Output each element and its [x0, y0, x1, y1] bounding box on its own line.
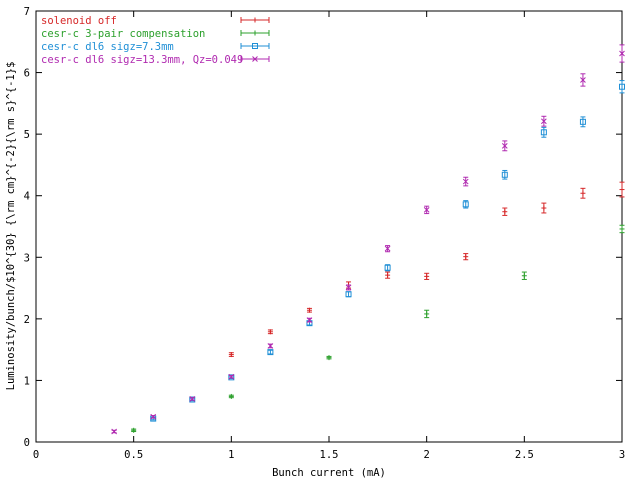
- data-point: [306, 307, 312, 313]
- data-point: [228, 373, 235, 380]
- x-axis-label: Bunch current (mA): [272, 467, 386, 479]
- y-tick-label: 1: [24, 375, 30, 387]
- legend-key: [240, 56, 270, 62]
- y-axis-label: Luminosity/bunch/$10^{30} {\rm cm}^{-2}{…: [5, 62, 17, 391]
- data-point: [521, 271, 527, 280]
- data-point: [385, 271, 391, 279]
- data-point: [541, 202, 547, 214]
- x-tick-label: 3: [619, 449, 625, 461]
- data-point: [424, 309, 430, 319]
- x-tick-labels: 0 0.5 1 1.5 2 2.5 3: [33, 449, 625, 461]
- data-point: [150, 413, 157, 420]
- data-point: [541, 115, 547, 127]
- data-point: [306, 317, 313, 323]
- data-point: [326, 355, 332, 361]
- x-tick-label: 2: [424, 449, 430, 461]
- series-1: [228, 181, 625, 358]
- legend-label: cesr-c dl6 sigz=13.3mm, Qz=0.049: [41, 54, 243, 66]
- data-point: [424, 272, 430, 280]
- axis-ticks: [35, 10, 623, 443]
- data-point: [267, 343, 274, 349]
- x-tick-label: 0.5: [124, 449, 143, 461]
- data-point: [501, 140, 508, 152]
- data-point: [131, 427, 137, 433]
- legend-key: [240, 30, 270, 36]
- data-point: [540, 126, 547, 138]
- data-point: [267, 349, 274, 356]
- data-point: [619, 44, 625, 63]
- series-2: [131, 224, 625, 433]
- legend-label: cesr-c dl6 sigz=7.3mm: [41, 41, 174, 53]
- data-point: [502, 207, 508, 216]
- data-point: [267, 329, 273, 335]
- data-point: [579, 116, 586, 128]
- data-point: [619, 181, 625, 198]
- x-tick-label: 1: [228, 449, 234, 461]
- plot-frame: [35, 10, 623, 443]
- data-series: [111, 44, 625, 435]
- y-tick-label: 7: [24, 6, 30, 18]
- data-point: [619, 224, 625, 234]
- x-tick-label: 1.5: [320, 449, 339, 461]
- y-tick-label: 0: [24, 437, 30, 449]
- data-point: [501, 169, 508, 180]
- data-point: [580, 73, 586, 87]
- data-point: [462, 200, 469, 209]
- legend-key: [240, 43, 270, 49]
- y-tick-label: 5: [24, 129, 30, 141]
- legend-key: [240, 17, 270, 23]
- data-point: [345, 284, 352, 291]
- y-tick-labels: 0 1 2 3 4 5 6 7: [24, 6, 30, 449]
- data-point: [228, 393, 234, 399]
- data-point: [384, 245, 391, 253]
- legend-label: cesr-c 3-pair compensation: [41, 28, 205, 40]
- data-point: [619, 80, 625, 94]
- data-point: [463, 253, 469, 261]
- data-point: [345, 291, 352, 298]
- data-point: [228, 352, 234, 358]
- x-tick-label: 0: [33, 449, 39, 461]
- data-point: [189, 396, 196, 402]
- y-tick-label: 4: [24, 191, 30, 203]
- y-tick-label: 6: [24, 68, 30, 80]
- series-4: [111, 44, 625, 435]
- y-tick-label: 3: [24, 252, 30, 264]
- data-point: [384, 264, 391, 272]
- data-point: [580, 187, 586, 199]
- y-tick-label: 2: [24, 314, 30, 326]
- data-point: [111, 428, 117, 435]
- legend-label: solenoid off: [41, 15, 117, 27]
- data-point: [423, 205, 430, 215]
- x-tick-label: 2.5: [515, 449, 534, 461]
- data-point: [462, 176, 469, 187]
